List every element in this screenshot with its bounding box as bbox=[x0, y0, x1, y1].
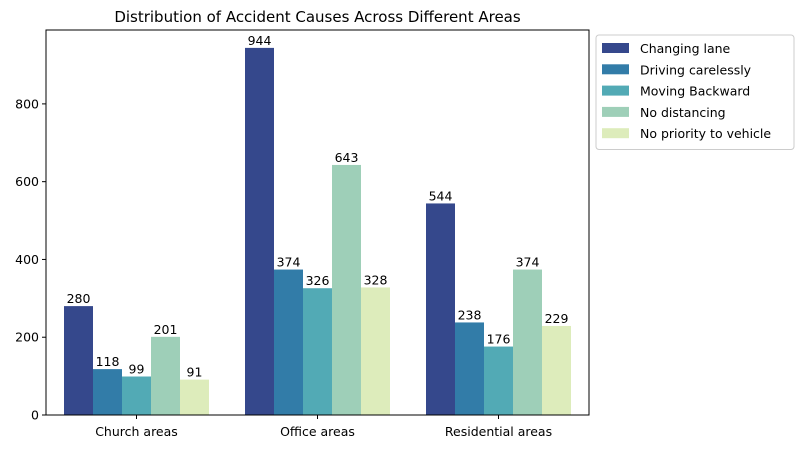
bar bbox=[122, 376, 151, 415]
bar bbox=[484, 346, 513, 415]
legend-swatch bbox=[602, 128, 629, 139]
bar bbox=[93, 369, 122, 415]
data-label: 374 bbox=[277, 255, 301, 270]
bar bbox=[274, 269, 303, 415]
data-label: 374 bbox=[516, 255, 540, 270]
series-3: 201 643 374 bbox=[151, 150, 542, 415]
bar bbox=[426, 203, 455, 415]
data-label: 201 bbox=[154, 322, 178, 337]
bar bbox=[361, 287, 390, 415]
series-0: 280 944 544 bbox=[64, 33, 455, 416]
bar bbox=[542, 325, 571, 415]
chart-title: Distribution of Accident Causes Across D… bbox=[114, 8, 521, 26]
series-1: 118 374 238 bbox=[93, 255, 484, 415]
data-label: 944 bbox=[248, 33, 272, 48]
y-tick-label: 800 bbox=[15, 96, 39, 111]
data-label: 118 bbox=[96, 354, 120, 369]
legend-swatch bbox=[602, 43, 629, 53]
y-tick-label: 400 bbox=[15, 252, 39, 267]
y-tick-label: 200 bbox=[15, 330, 39, 345]
series-2: 99 326 176 bbox=[122, 273, 513, 415]
bar bbox=[180, 379, 209, 415]
series-4: 91 328 229 bbox=[180, 272, 571, 415]
bar bbox=[151, 336, 180, 415]
legend-swatch bbox=[602, 85, 629, 96]
y-tick-label: 0 bbox=[31, 408, 39, 423]
bar bbox=[64, 306, 93, 415]
data-label: 229 bbox=[545, 311, 569, 326]
x-tick-label: Church areas bbox=[95, 424, 178, 439]
legend-label: No priority to vehicle bbox=[640, 126, 771, 141]
bar bbox=[455, 322, 484, 415]
data-label: 328 bbox=[364, 272, 388, 287]
data-label: 176 bbox=[487, 332, 511, 347]
x-tick-label: Office areas bbox=[280, 424, 355, 439]
legend-frame bbox=[595, 34, 795, 150]
data-label: 99 bbox=[129, 362, 145, 377]
legend-label: Changing lane bbox=[640, 41, 731, 56]
x-tick-label: Residential areas bbox=[445, 424, 552, 439]
data-label: 643 bbox=[335, 150, 359, 165]
data-label: 544 bbox=[429, 188, 453, 203]
data-label: 280 bbox=[67, 291, 91, 306]
legend-label: No distancing bbox=[640, 105, 726, 120]
y-tick-label: 600 bbox=[15, 174, 39, 189]
bar bbox=[513, 269, 542, 415]
bar bbox=[332, 164, 361, 415]
data-label: 326 bbox=[306, 273, 330, 288]
legend-swatch bbox=[602, 106, 629, 117]
bar bbox=[303, 288, 332, 415]
legend-swatch bbox=[602, 64, 629, 75]
legend: Changing lane Driving carelessly Moving Ba… bbox=[595, 34, 795, 150]
legend-label: Driving carelessly bbox=[640, 62, 752, 77]
data-label: 91 bbox=[187, 365, 203, 380]
data-label: 238 bbox=[458, 307, 482, 322]
plot-area: 280 944 544 118 374 238 99 326 176 201 643 374 91 328… bbox=[15, 29, 590, 439]
legend-label: Moving Backward bbox=[640, 84, 750, 99]
bar bbox=[245, 47, 274, 416]
